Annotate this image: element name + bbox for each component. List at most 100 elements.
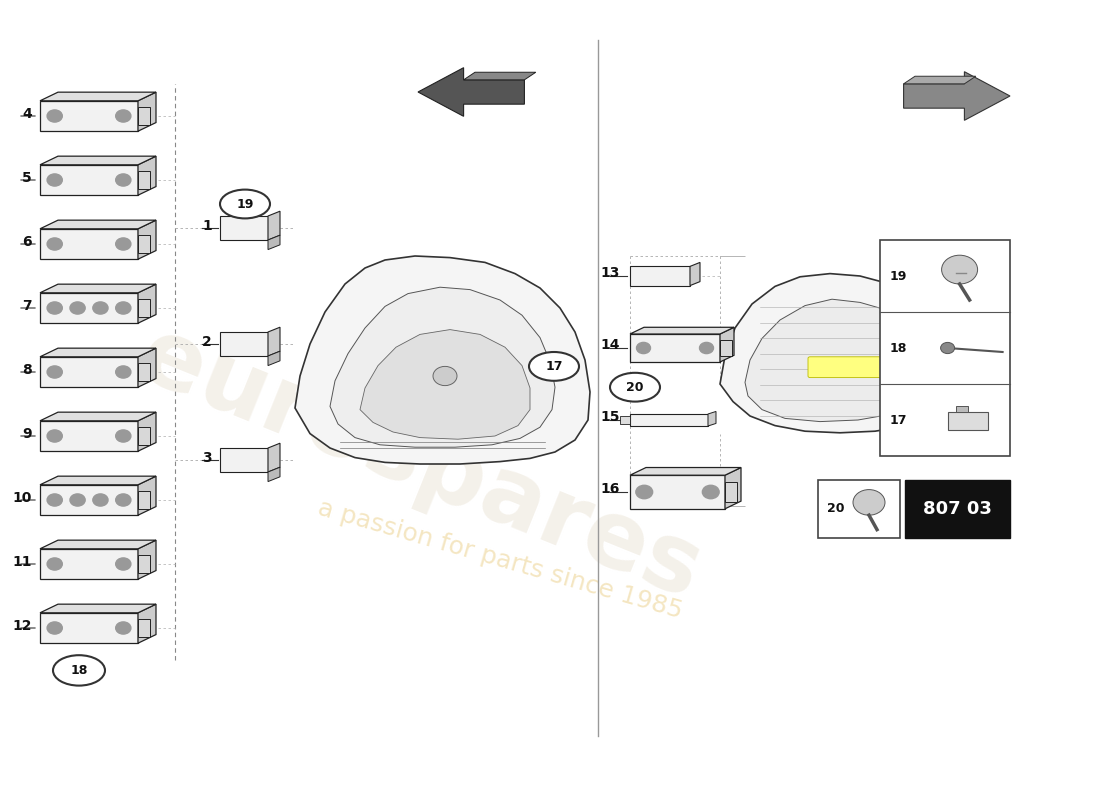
Text: 20: 20 [626, 381, 644, 394]
Polygon shape [220, 332, 268, 356]
Polygon shape [268, 467, 280, 482]
Circle shape [92, 302, 108, 314]
Circle shape [116, 558, 131, 570]
Text: 9: 9 [22, 426, 32, 441]
Circle shape [116, 430, 131, 442]
Polygon shape [138, 348, 156, 387]
Ellipse shape [610, 373, 660, 402]
Polygon shape [138, 107, 150, 125]
Text: 17: 17 [890, 414, 908, 426]
Polygon shape [903, 76, 976, 84]
Text: 18: 18 [890, 342, 908, 354]
Circle shape [92, 494, 108, 506]
Polygon shape [690, 262, 700, 286]
Polygon shape [40, 220, 156, 229]
Circle shape [942, 255, 978, 284]
Text: a passion for parts since 1985: a passion for parts since 1985 [315, 496, 685, 624]
Polygon shape [708, 411, 716, 426]
Text: 19: 19 [890, 270, 908, 282]
Polygon shape [138, 604, 156, 643]
Polygon shape [903, 72, 1010, 120]
Polygon shape [138, 156, 156, 195]
Circle shape [703, 486, 719, 498]
Polygon shape [40, 348, 156, 357]
Circle shape [116, 238, 131, 250]
Polygon shape [720, 339, 732, 357]
Circle shape [636, 486, 652, 498]
Polygon shape [620, 416, 630, 424]
Circle shape [70, 494, 85, 506]
Polygon shape [725, 467, 741, 509]
Polygon shape [220, 216, 268, 240]
Polygon shape [956, 406, 968, 412]
Polygon shape [40, 357, 138, 387]
Ellipse shape [53, 655, 104, 686]
Polygon shape [268, 351, 280, 366]
Circle shape [47, 238, 63, 250]
Text: 16: 16 [601, 482, 620, 496]
Circle shape [116, 622, 131, 634]
Text: 19: 19 [236, 198, 254, 210]
Polygon shape [40, 284, 156, 293]
Circle shape [700, 342, 714, 354]
Text: 7: 7 [22, 298, 32, 313]
Circle shape [47, 494, 63, 506]
Circle shape [47, 430, 63, 442]
Polygon shape [138, 491, 150, 509]
Circle shape [116, 494, 131, 506]
Polygon shape [630, 266, 690, 286]
Polygon shape [40, 485, 138, 515]
Circle shape [47, 174, 63, 186]
Polygon shape [295, 256, 590, 464]
Polygon shape [360, 330, 530, 439]
Ellipse shape [220, 190, 270, 218]
Text: 15: 15 [601, 410, 620, 424]
Text: 3: 3 [202, 450, 212, 465]
Polygon shape [220, 448, 268, 472]
Polygon shape [463, 72, 536, 80]
Polygon shape [138, 92, 156, 131]
Circle shape [47, 366, 63, 378]
Polygon shape [138, 476, 156, 515]
Circle shape [47, 558, 63, 570]
Ellipse shape [529, 352, 579, 381]
Polygon shape [268, 443, 280, 472]
Polygon shape [40, 293, 138, 323]
Polygon shape [138, 171, 150, 189]
Polygon shape [138, 299, 150, 317]
FancyBboxPatch shape [818, 480, 900, 538]
Circle shape [70, 302, 85, 314]
FancyBboxPatch shape [808, 357, 896, 378]
Polygon shape [268, 235, 280, 250]
Text: 8: 8 [22, 362, 32, 377]
Polygon shape [40, 412, 156, 421]
Circle shape [852, 490, 886, 515]
Circle shape [116, 174, 131, 186]
Polygon shape [630, 327, 734, 334]
Circle shape [47, 622, 63, 634]
Polygon shape [630, 467, 741, 475]
Polygon shape [418, 68, 525, 116]
Polygon shape [40, 156, 156, 165]
Polygon shape [138, 284, 156, 323]
Text: 13: 13 [601, 266, 620, 280]
Polygon shape [720, 274, 955, 433]
Text: 20: 20 [827, 502, 845, 515]
Text: 5: 5 [22, 170, 32, 185]
Text: 6: 6 [22, 234, 32, 249]
Polygon shape [40, 101, 138, 131]
FancyBboxPatch shape [905, 480, 1010, 538]
Polygon shape [630, 475, 725, 509]
Text: 14: 14 [601, 338, 620, 352]
Text: eurospares: eurospares [125, 310, 714, 618]
Polygon shape [138, 555, 150, 573]
Polygon shape [40, 421, 138, 451]
Polygon shape [40, 476, 156, 485]
Polygon shape [138, 540, 156, 579]
Polygon shape [40, 540, 156, 549]
Polygon shape [40, 604, 156, 613]
Polygon shape [630, 334, 720, 362]
Polygon shape [40, 613, 138, 643]
Text: 1: 1 [202, 218, 212, 233]
Circle shape [47, 302, 63, 314]
